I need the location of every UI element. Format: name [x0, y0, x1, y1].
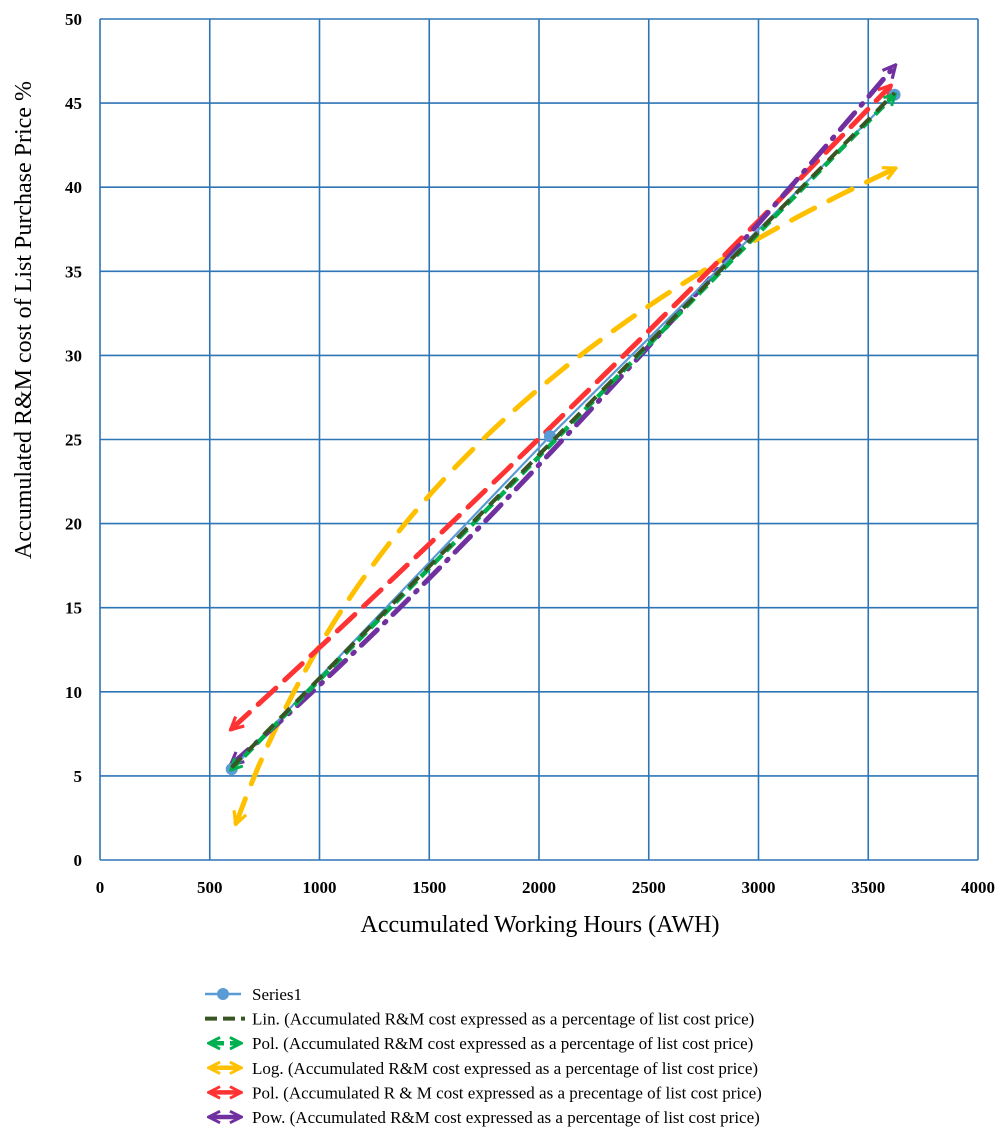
series-4-trendline: [236, 169, 895, 823]
x-tick-label: 3500: [851, 878, 885, 897]
x-tick-label: 2500: [632, 878, 666, 897]
y-tick-label: 15: [65, 599, 82, 618]
y-tick-label: 35: [65, 262, 82, 281]
x-tick-label: 1000: [303, 878, 337, 897]
x-tick-label: 4000: [961, 878, 995, 897]
series-2-trendline: [230, 91, 897, 769]
legend-label: Pow. (Accumulated R&M cost expressed as …: [252, 1108, 760, 1127]
y-tick-label: 0: [74, 851, 83, 870]
x-axis-title: Accumulated Working Hours (AWH): [361, 912, 720, 938]
y-tick-label: 45: [65, 94, 82, 113]
y-tick-label: 5: [74, 767, 83, 786]
legend-item: Pol. (Accumulated R & M cost expressed a…: [210, 1083, 762, 1102]
y-tick-label: 30: [65, 346, 82, 365]
tick-labels: 0 500 1000 1500 2000 2500 3000 3500 4000 0 5 10 15 20…: [65, 10, 995, 897]
legend-label: Series1: [252, 985, 302, 1004]
x-tick-label: 3000: [742, 878, 776, 897]
legend: Series1 Lin. (Accumulated R&M cost expres…: [205, 985, 762, 1127]
x-tick-label: 0: [96, 878, 105, 897]
y-tick-label: 25: [65, 431, 82, 450]
legend-marker: [217, 988, 229, 1000]
legend-item: Pol. (Accumulated R&M cost expressed as …: [210, 1034, 753, 1053]
y-tick-label: 40: [65, 178, 82, 197]
legend-item: Lin. (Accumulated R&M cost expressed as …: [205, 1010, 754, 1029]
legend-item: Pow. (Accumulated R&M cost expressed as …: [210, 1108, 760, 1127]
legend-item: Series1: [205, 985, 302, 1004]
legend-item: Log. (Accumulated R&M cost expressed as …: [210, 1059, 758, 1078]
y-tick-label: 20: [65, 515, 82, 534]
x-tick-label: 2000: [522, 878, 556, 897]
x-tick-label: 1500: [412, 878, 446, 897]
legend-label: Lin. (Accumulated R&M cost expressed as …: [252, 1010, 754, 1029]
y-tick-label: 10: [65, 683, 82, 702]
legend-label: Pol. (Accumulated R & M cost expressed a…: [252, 1083, 762, 1102]
legend-label: Pol. (Accumulated R&M cost expressed as …: [252, 1034, 753, 1053]
legend-label: Log. (Accumulated R&M cost expressed as …: [252, 1059, 758, 1078]
plot-series: [225, 66, 901, 823]
y-tick-label: 50: [65, 10, 82, 29]
y-axis-title: Accumulated R&M cost of List Purchase Pr…: [11, 81, 37, 559]
x-tick-label: 500: [197, 878, 223, 897]
